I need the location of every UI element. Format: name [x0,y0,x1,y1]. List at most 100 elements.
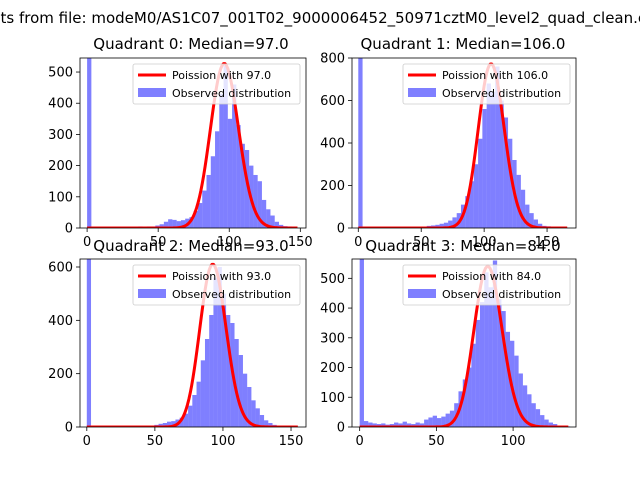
histogram-bar [268,423,273,427]
axes-frame [351,258,577,428]
histogram-bar [492,260,498,427]
y-tick-label: 400 [48,97,73,112]
y-tick-label: 400 [320,302,345,317]
histogram-bar [159,224,164,228]
histogram-bar [544,419,549,427]
histogram-bar [508,138,513,228]
histogram-bar [452,217,457,228]
quadrant-3-title: Quadrant 3: Median=84.0 [365,237,560,255]
legend-bar-swatch [408,88,436,97]
histogram-bar [234,339,239,427]
legend: Poission with 97.0 Observed distribution [132,63,301,105]
histogram-bar [197,203,203,228]
histogram-bar [520,189,526,228]
histogram-bar [255,408,260,427]
legend-line-label: Poission with 84.0 [442,270,541,283]
histogram-bar [484,272,489,427]
histogram-bar [200,360,205,427]
x-tick-label: 100 [211,434,236,449]
histogram-bar [516,174,521,228]
histogram-bar [192,395,197,427]
histogram-bar [259,415,265,427]
histogram-bar [449,410,455,427]
histogram-bar [209,315,214,427]
y-tick-label: 200 [48,159,73,174]
legend-bar-label: Observed distribution [442,288,561,301]
axes-frame [79,57,307,229]
histogram-bar [358,58,363,228]
y-tick-label: 600 [48,261,73,276]
poisson-curve [358,62,568,228]
histogram-bar [180,220,186,228]
y-tick-label: 500 [320,272,345,287]
y-tick-label: 0 [65,421,73,436]
legend-bar-label: Observed distribution [172,288,291,301]
x-tick-label: 50 [428,434,445,449]
y-tick-label: 100 [320,391,345,406]
histogram-bar [176,221,181,228]
legend-bar-label: Observed distribution [172,87,291,100]
histogram-bar [486,83,491,228]
x-tick-label: 150 [288,235,313,250]
y-tick-label: 300 [48,128,73,143]
histogram-bar [475,319,480,427]
histogram-bar [359,259,364,427]
histogram-bar [193,210,198,228]
y-tick-label: 600 [320,94,345,109]
histogram-bar [443,222,449,228]
histogram-bar [206,174,211,228]
observed-histogram [359,259,571,427]
quadrant-1-plot: Quadrant 1: Median=106.0 0 50 100 150 0 200 40… [320,35,577,250]
y-tick-label: 0 [337,421,345,436]
histogram-bar [448,220,453,228]
y-tick-label: 0 [65,222,73,237]
histogram-bar [202,190,207,228]
histogram-bar [166,421,172,427]
quadrant-2-title: Quadrant 2: Median=93.0 [93,237,288,255]
legend-bar-swatch [138,289,166,298]
legend: Poission with 93.0 Observed distribution [132,264,301,306]
y-tick-label: 0 [337,222,345,237]
histogram-bar [514,355,519,427]
histogram-bar [261,199,267,228]
legend: Poission with 84.0 Observed distribution [402,264,571,306]
histogram-bar [266,209,271,228]
histogram-bar [505,331,511,427]
quadrant-0-plot: Quadrant 0: Median=97.0 0 50 100 150 0 100 200… [48,35,313,250]
histogram-bar [394,422,399,427]
x-tick-label: 50 [413,235,430,250]
histogram-bar [238,355,243,427]
figure-title: Plots from file: modeM0/AS1C07_001T02_90… [0,9,640,28]
histogram-bar [436,418,442,427]
y-tick-label: 200 [320,361,345,376]
histogram-bar [529,213,534,228]
quadrant-3-plot: Quadrant 3: Median=84.0 0 50 100 0 100 200 300… [320,237,577,449]
poisson-curve [359,264,569,427]
y-tick-label: 800 [320,52,345,67]
y-tick-label: 400 [48,314,73,329]
histogram-bar [213,277,218,427]
x-tick-label: 150 [535,235,560,250]
quadrant-0-title: Quadrant 0: Median=97.0 [93,35,288,53]
histogram-bar [179,417,184,427]
histogram-bar [171,421,176,427]
histogram-bar [548,422,553,427]
axes-frame [79,258,307,428]
histogram-bar [219,93,224,228]
histogram-bar [471,343,476,427]
histogram-bar [478,138,483,228]
histogram-bar [204,339,210,427]
y-tick-label: 500 [48,66,73,81]
histogram-bar [501,311,506,427]
histogram-bar [242,373,248,427]
legend: Poission with 106.0 Observed distribution [402,63,571,105]
legend-bar-swatch [138,88,166,97]
histogram-bar [253,174,258,228]
x-tick-label: 0 [83,235,91,250]
quadrant-1-title: Quadrant 1: Median=106.0 [361,35,566,53]
histogram-bar [189,217,194,228]
x-tick-label: 100 [472,235,497,250]
histogram-bar [247,387,252,427]
histogram-bar [236,125,241,228]
